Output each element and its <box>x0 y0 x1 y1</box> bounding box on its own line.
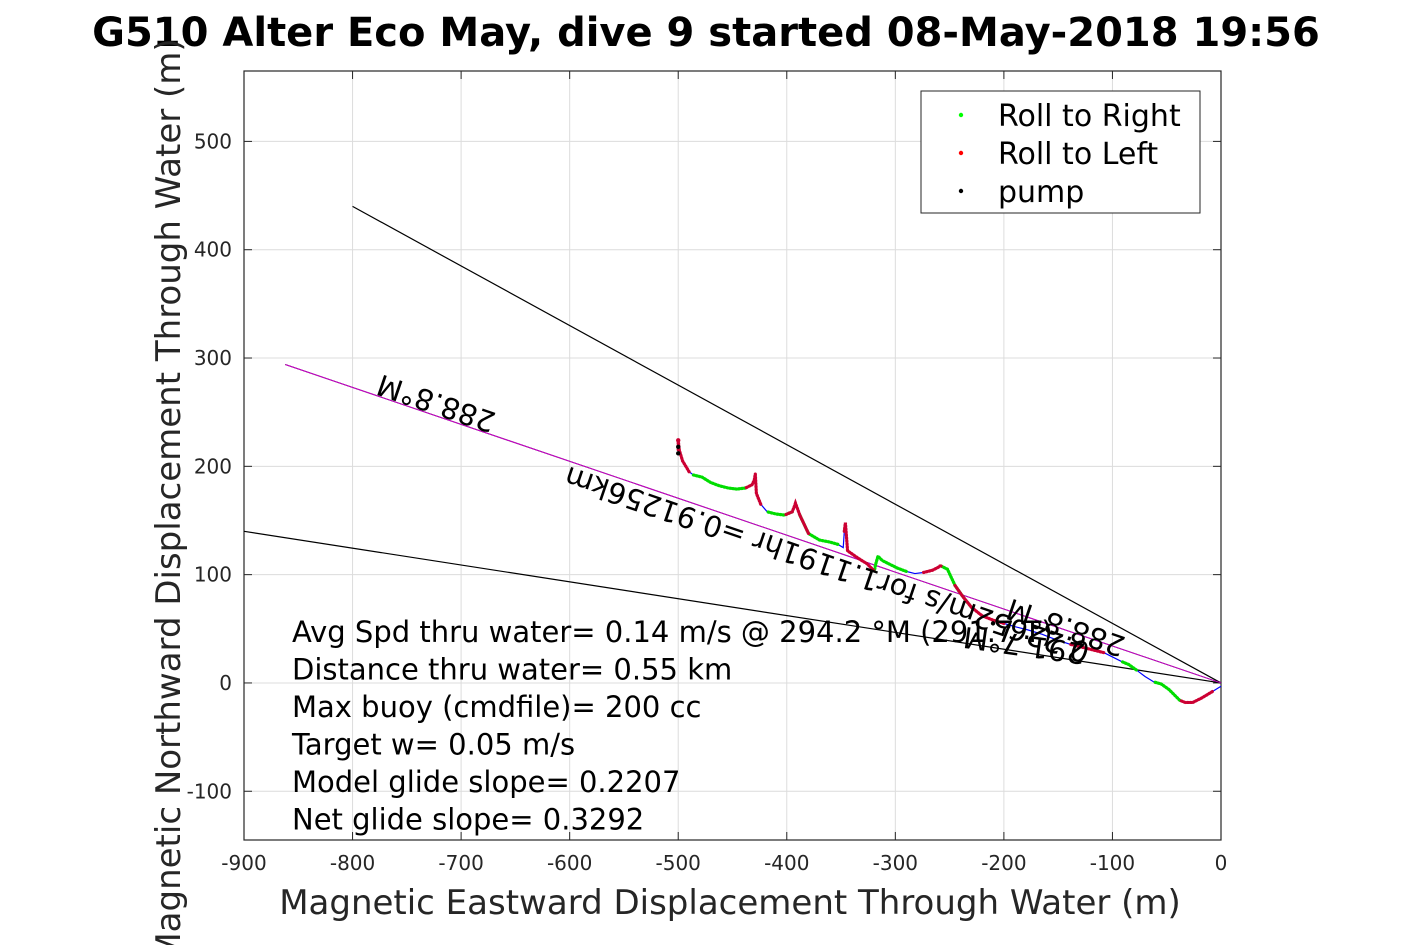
roll-right-segment <box>1152 680 1182 702</box>
pump-point <box>1006 624 1011 629</box>
x-tick-label: -100 <box>1090 851 1135 875</box>
legend-entry: Roll to Left <box>998 137 1158 172</box>
x-axis-ticks: -900 -800 -700 -600 -500 -400 -300 -200 -100 0 <box>221 71 1227 875</box>
track-start-point <box>676 438 681 443</box>
heading-line <box>285 364 1222 684</box>
x-tick-label: -800 <box>330 851 375 875</box>
heading-annotation: 288.8°M <box>373 367 500 439</box>
y-tick-label: 500 <box>194 129 232 153</box>
legend-box <box>920 90 1201 214</box>
legend-marker <box>958 188 964 194</box>
y-tick-label: 100 <box>194 563 232 587</box>
glider-track <box>676 438 1222 705</box>
y-axis-ticks: -100 0 100 200 300 400 500 <box>187 129 1221 803</box>
roll-left-segment <box>743 473 763 506</box>
legend-marker <box>958 150 964 156</box>
pump-point <box>676 444 681 450</box>
chart-title: G510 Alter Eco May, dive 9 started 08-Ma… <box>92 10 1320 56</box>
reference-lines <box>243 205 1222 684</box>
roll-left-segment <box>1178 690 1214 705</box>
x-axis-label: Magnetic Eastward Displacement Through W… <box>279 883 1181 923</box>
roll-right-segment <box>691 473 748 491</box>
y-tick-label: 0 <box>219 671 232 695</box>
cone-upper-line <box>352 205 1222 684</box>
stat-line: Avg Spd thru water= 0.14 m/s @ 294.2 °M … <box>292 615 1053 649</box>
x-tick-label: -200 <box>981 851 1026 875</box>
y-tick-label: 400 <box>194 238 232 262</box>
roll-left-segment <box>842 522 876 572</box>
stat-line: Net glide slope= 0.3292 <box>292 803 644 837</box>
legend-entry: Roll to Right <box>998 99 1181 134</box>
x-tick-label: -700 <box>438 851 483 875</box>
stat-line: Target w= 0.05 m/s <box>291 728 575 762</box>
x-tick-label: -400 <box>764 851 809 875</box>
roll-left-segment <box>783 498 811 536</box>
x-tick-label: 0 <box>1215 851 1228 875</box>
legend-marker <box>958 112 964 118</box>
y-tick-label: 200 <box>194 454 232 478</box>
y-tick-label: -100 <box>187 779 232 803</box>
stat-line: Model glide slope= 0.2207 <box>292 765 680 799</box>
roll-left-segment <box>676 440 691 474</box>
roll-left-segment <box>1067 642 1106 655</box>
x-tick-label: -900 <box>221 851 266 875</box>
x-tick-label: -500 <box>656 851 701 875</box>
grid <box>243 71 1222 840</box>
roll-right-segment <box>873 553 908 573</box>
stat-line: Distance thru water= 0.55 km <box>292 653 732 687</box>
pump-point <box>990 621 996 626</box>
cone-lower-line <box>243 530 1222 684</box>
legend-entry: pump <box>998 175 1084 210</box>
y-tick-label: 300 <box>194 346 232 370</box>
dive-statistics: Avg Spd thru water= 0.14 m/s @ 294.2 °M … <box>291 615 1053 837</box>
y-axis-label: Magnetic Northward Displacement Through … <box>149 38 189 945</box>
x-tick-label: -600 <box>547 851 592 875</box>
roll-left-segment <box>921 564 943 575</box>
x-tick-label: -300 <box>873 851 918 875</box>
roll-left-segment <box>953 583 1006 625</box>
roll-right-segment <box>1119 659 1138 672</box>
stat-line: Max buoy (cmdfile)= 200 cc <box>292 690 701 724</box>
pump-point <box>676 451 681 456</box>
plot-area <box>243 70 1222 841</box>
